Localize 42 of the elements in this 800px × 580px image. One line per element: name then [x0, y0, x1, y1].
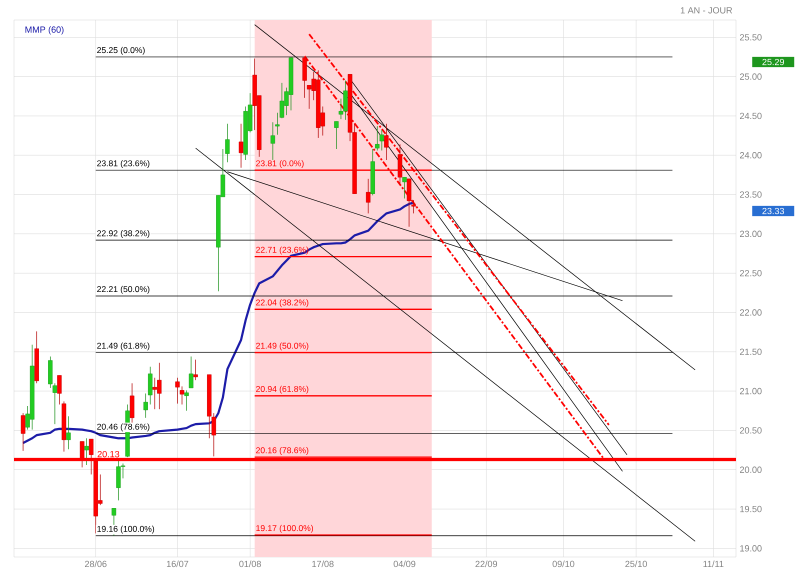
text: 23.33 [762, 208, 784, 214]
x-tick-label: 04/09 [394, 560, 416, 568]
text: MMP (60) [25, 26, 64, 35]
y-tick-label: 23.50 [740, 191, 762, 198]
series-label: 23.81 (0.0%) [256, 160, 304, 168]
y-tick-label: 25.50 [740, 34, 762, 40]
series-label: 22.92 (38.2%) [97, 230, 150, 238]
y-tick-label: 25.00 [740, 73, 762, 80]
series-label: 22.04 (38.2%) [256, 299, 308, 308]
x-tick-label: 01/08 [239, 560, 261, 568]
series-label: 23.81 (23.6%) [97, 160, 150, 168]
text: 25.29 [762, 58, 784, 66]
x-tick-label: 16/07 [166, 560, 188, 568]
ref-line-label: 20.13 [98, 450, 120, 458]
y-tick-label: 20.00 [740, 466, 762, 473]
series-label: 22.21 (50.0%) [97, 286, 150, 294]
y-tick-label: 24.50 [740, 112, 762, 120]
y-tick-label: 21.00 [740, 388, 762, 394]
x-tick-label: 09/10 [552, 560, 574, 568]
y-tick-label: 24.00 [740, 152, 762, 158]
series-label: 20.46 (78.6%) [97, 423, 150, 432]
y-tick-label: 19.00 [740, 545, 762, 552]
y-tick-label: 22.50 [740, 270, 762, 276]
x-tick-label: 11/11 [703, 560, 724, 568]
y-tick-label: 23.00 [740, 230, 762, 238]
series-label: 25.25 (0.0%) [97, 46, 145, 55]
series-label: 19.16 (100.0%) [97, 526, 154, 534]
x-tick-label: 22/09 [475, 560, 498, 568]
x-tick-label: 25/10 [625, 560, 647, 568]
series-label: 20.94 (61.8%) [256, 386, 308, 394]
x-tick-label: 17/08 [312, 560, 334, 568]
series-label: 22.71 (23.6%) [256, 246, 308, 254]
text: 1 AN - JOUR [680, 7, 732, 14]
series-label: 21.49 (61.8%) [97, 342, 150, 350]
y-tick-label: 21.50 [740, 348, 762, 355]
series-label: 20.16 (78.6%) [256, 447, 308, 455]
series-label: 19.17 (100.0%) [256, 524, 314, 533]
y-tick-label: 20.50 [740, 427, 762, 434]
series-label: 21.49 (50.0%) [256, 342, 308, 350]
x-tick-label: 28/06 [84, 560, 107, 568]
y-tick-label: 19.50 [740, 506, 762, 512]
y-tick-label: 22.00 [740, 309, 762, 316]
